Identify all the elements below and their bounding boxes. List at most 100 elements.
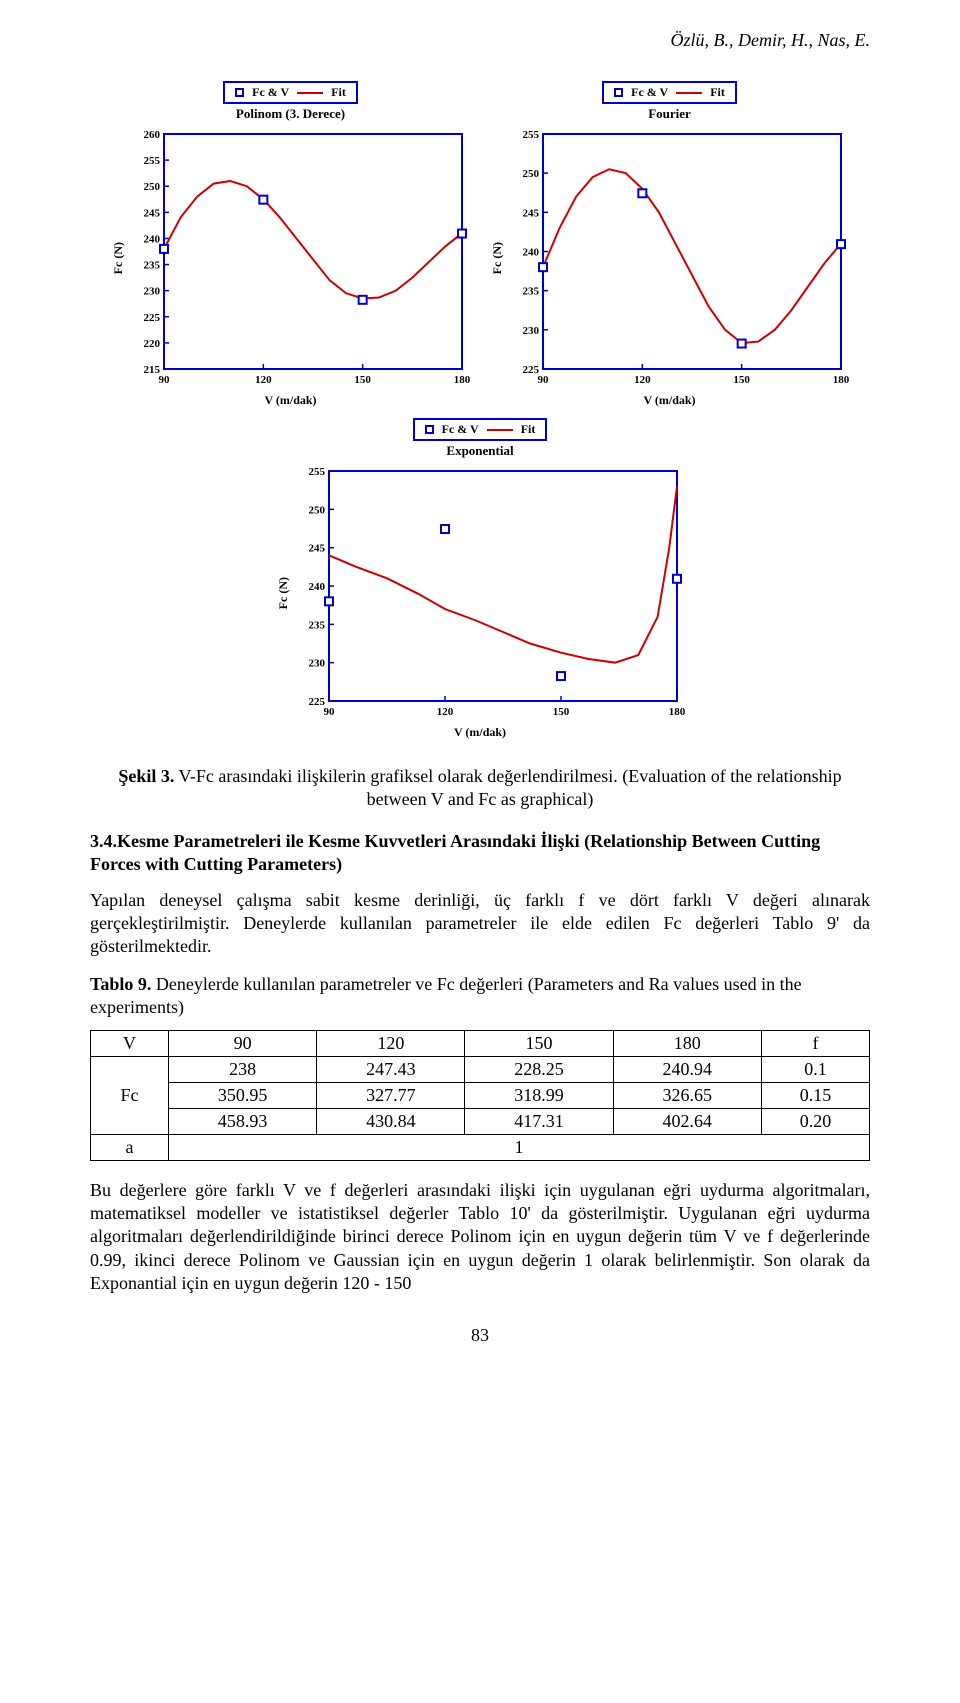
svg-text:235: 235 [144, 260, 161, 272]
svg-text:180: 180 [833, 374, 849, 386]
table-row: Fc 238 247.43 228.25 240.94 0.1 [91, 1056, 870, 1082]
author-header: Özlü, B., Demir, H., Nas, E. [90, 30, 870, 51]
table-cell: 458.93 [169, 1108, 317, 1134]
svg-text:245: 245 [523, 207, 540, 219]
table-cell: 350.95 [169, 1082, 317, 1108]
table-row: a 1 [91, 1134, 870, 1160]
table-row: 458.93 430.84 417.31 402.64 0.20 [91, 1108, 870, 1134]
chart-3-ylabel: Fc (N) [276, 577, 291, 609]
chart-1-ylabel: Fc (N) [111, 242, 126, 274]
table-a-value: 1 [169, 1134, 870, 1160]
chart-3-title: Exponential [446, 443, 513, 459]
table-row: 350.95 327.77 318.99 326.65 0.15 [91, 1082, 870, 1108]
chart-1-xlabel: V (m/dak) [264, 393, 316, 408]
bottom-chart-row: Fc & V Fit Exponential Fc (N) 2252302352… [90, 418, 870, 740]
table-header: V [91, 1030, 169, 1056]
table-caption-text: Deneylerde kullanılan parametreler ve Fc… [90, 974, 802, 1017]
legend-line-icon [487, 429, 513, 431]
svg-text:240: 240 [144, 233, 161, 245]
svg-text:240: 240 [523, 247, 540, 259]
table-cell: 247.43 [317, 1056, 465, 1082]
table-cell: 0.20 [761, 1108, 869, 1134]
table-caption-bold: Tablo 9. [90, 974, 151, 994]
svg-text:240: 240 [308, 581, 325, 593]
legend-series-1: Fc & V [442, 422, 479, 437]
chart-1-title: Polinom (3. Derece) [236, 106, 345, 122]
svg-text:150: 150 [733, 374, 750, 386]
svg-text:250: 250 [308, 504, 325, 516]
svg-text:180: 180 [668, 706, 684, 718]
legend-marker-icon [235, 88, 244, 97]
table-header: f [761, 1030, 869, 1056]
svg-text:250: 250 [144, 181, 161, 193]
chart-legend: Fc & V Fit [223, 81, 358, 104]
legend-series-2: Fit [521, 422, 536, 437]
table-header: 90 [169, 1030, 317, 1056]
chart-3-xlabel: V (m/dak) [454, 725, 506, 740]
svg-text:120: 120 [634, 374, 651, 386]
svg-text:180: 180 [454, 374, 470, 386]
svg-text:90: 90 [538, 374, 550, 386]
table-cell: 238 [169, 1056, 317, 1082]
svg-text:90: 90 [159, 374, 171, 386]
table-cell: 0.15 [761, 1082, 869, 1108]
table-header: 180 [613, 1030, 761, 1056]
table-cell: 240.94 [613, 1056, 761, 1082]
legend-series-1: Fc & V [252, 85, 289, 100]
legend-series-1: Fc & V [631, 85, 668, 100]
svg-text:220: 220 [144, 338, 161, 350]
svg-text:255: 255 [144, 155, 161, 167]
svg-text:230: 230 [523, 325, 540, 337]
chart-legend: Fc & V Fit [602, 81, 737, 104]
figure-caption-text: V-Fc arasındaki ilişkilerin grafiksel ol… [174, 766, 841, 809]
chart-2-ylabel: Fc (N) [490, 242, 505, 274]
legend-marker-icon [614, 88, 623, 97]
table-cell: 402.64 [613, 1108, 761, 1134]
figure-caption-bold: Şekil 3. [118, 766, 174, 786]
svg-text:235: 235 [308, 619, 325, 631]
legend-series-2: Fit [331, 85, 346, 100]
data-table: V 90 120 150 180 f Fc 238 247.43 228.25 … [90, 1030, 870, 1161]
paragraph-1: Yapılan deneysel çalışma sabit kesme der… [90, 889, 870, 959]
table-header: 150 [465, 1030, 613, 1056]
svg-text:260: 260 [144, 129, 161, 141]
svg-text:255: 255 [308, 466, 325, 478]
legend-line-icon [297, 92, 323, 94]
paragraph-2: Bu değerlere göre farklı V ve f değerler… [90, 1179, 870, 1296]
svg-text:90: 90 [323, 706, 335, 718]
table-fc-label: Fc [91, 1056, 169, 1134]
svg-text:230: 230 [308, 658, 325, 670]
chart-legend: Fc & V Fit [413, 418, 548, 441]
table-cell: 417.31 [465, 1108, 613, 1134]
table-cell: 318.99 [465, 1082, 613, 1108]
svg-text:150: 150 [354, 374, 371, 386]
legend-marker-icon [425, 425, 434, 434]
table-cell: 430.84 [317, 1108, 465, 1134]
section-number: 3.4. [90, 831, 117, 851]
table-cell: 0.1 [761, 1056, 869, 1082]
chart-2-xlabel: V (m/dak) [643, 393, 695, 408]
section-title: Kesme Parametreleri ile Kesme Kuvvetleri… [90, 831, 820, 874]
svg-text:230: 230 [144, 286, 161, 298]
svg-text:120: 120 [436, 706, 453, 718]
table-cell: 327.77 [317, 1082, 465, 1108]
svg-text:255: 255 [523, 129, 540, 141]
table-a-label: a [91, 1134, 169, 1160]
legend-series-2: Fit [710, 85, 725, 100]
svg-text:245: 245 [308, 543, 325, 555]
svg-text:150: 150 [552, 706, 569, 718]
svg-text:245: 245 [144, 207, 161, 219]
chart-1-plot: 2152202252302352402452502552609012015018… [130, 126, 470, 391]
top-charts-row: Fc & V Fit Polinom (3. Derece) Fc (N) 21… [90, 81, 870, 408]
chart-3: Fc & V Fit Exponential Fc (N) 2252302352… [276, 418, 685, 740]
chart-2: Fc & V Fit Fourier Fc (N) 22523023524024… [490, 81, 849, 408]
chart-3-plot: 22523023524024525025590120150180 [295, 463, 685, 723]
chart-1: Fc & V Fit Polinom (3. Derece) Fc (N) 21… [111, 81, 470, 408]
table-caption: Tablo 9. Deneylerde kullanılan parametre… [90, 973, 870, 1020]
page-number: 83 [90, 1325, 870, 1346]
svg-text:235: 235 [523, 286, 540, 298]
legend-line-icon [676, 92, 702, 94]
section-heading: 3.4.Kesme Parametreleri ile Kesme Kuvvet… [90, 830, 870, 877]
figure-caption: Şekil 3. V-Fc arasındaki ilişkilerin gra… [90, 765, 870, 812]
table-cell: 228.25 [465, 1056, 613, 1082]
